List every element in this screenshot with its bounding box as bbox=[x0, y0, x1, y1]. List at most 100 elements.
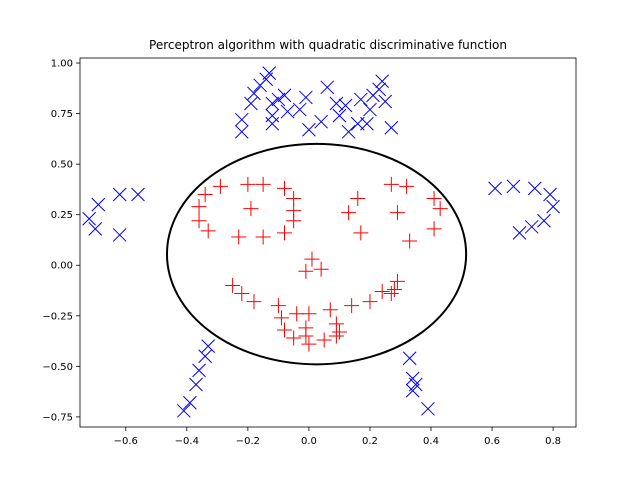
x-tick-label: 0.6 bbox=[484, 436, 500, 447]
data-point-plus-marker bbox=[383, 286, 399, 302]
series-plus-markers bbox=[191, 176, 448, 352]
data-point-plus-marker bbox=[389, 273, 405, 289]
data-point-x-marker bbox=[277, 88, 292, 103]
data-point-x-marker bbox=[234, 124, 249, 139]
data-point-x-marker bbox=[363, 102, 377, 117]
data-point-plus-marker bbox=[362, 294, 378, 310]
data-point-plus-marker bbox=[389, 205, 405, 221]
data-point-plus-marker bbox=[331, 324, 347, 340]
data-point-x-marker bbox=[192, 363, 206, 378]
series-x-markers bbox=[82, 66, 560, 418]
x-tick-label: 0.4 bbox=[423, 436, 439, 447]
data-point-x-marker bbox=[234, 112, 249, 127]
x-tick-label: −0.6 bbox=[114, 436, 138, 447]
data-point-plus-marker bbox=[353, 225, 369, 241]
data-point-x-marker bbox=[408, 377, 423, 392]
data-point-plus-marker bbox=[301, 306, 317, 322]
data-point-plus-marker bbox=[399, 178, 415, 194]
data-point-x-marker bbox=[543, 187, 557, 202]
y-tick-label: 0.50 bbox=[51, 160, 73, 171]
y-tick-label: 0.75 bbox=[51, 109, 73, 120]
data-point-plus-marker bbox=[234, 286, 250, 302]
x-tick-label: 0.8 bbox=[545, 436, 561, 447]
y-tick-label: 1.00 bbox=[51, 59, 73, 70]
data-point-plus-marker bbox=[231, 229, 247, 245]
data-point-x-marker bbox=[112, 228, 127, 242]
data-point-plus-marker bbox=[191, 213, 207, 229]
data-point-x-marker bbox=[524, 219, 539, 234]
data-point-x-marker bbox=[262, 66, 277, 81]
data-point-plus-marker bbox=[426, 191, 442, 207]
data-point-x-marker bbox=[546, 199, 560, 214]
data-point-x-marker bbox=[378, 94, 393, 109]
data-point-plus-marker bbox=[243, 201, 259, 217]
data-point-plus-marker bbox=[298, 328, 314, 344]
data-point-plus-marker bbox=[304, 251, 320, 267]
data-point-x-marker bbox=[527, 181, 542, 196]
data-point-plus-marker bbox=[286, 191, 302, 207]
data-point-plus-marker bbox=[273, 310, 289, 326]
data-point-x-marker bbox=[353, 92, 368, 107]
data-point-plus-marker bbox=[328, 328, 344, 344]
y-axis-ticks: −0.75 −0.50 −0.25 0.00 0.25 0.50 0.75 1.00 bbox=[42, 59, 80, 423]
data-point-x-marker bbox=[402, 351, 417, 366]
data-point-plus-marker bbox=[277, 225, 293, 241]
data-point-plus-marker bbox=[402, 233, 418, 249]
data-point-plus-marker bbox=[350, 191, 366, 207]
data-point-x-marker bbox=[329, 96, 344, 111]
data-point-plus-marker bbox=[197, 186, 213, 202]
data-point-x-marker bbox=[488, 181, 502, 196]
data-point-x-marker bbox=[91, 197, 106, 212]
data-point-x-marker bbox=[176, 403, 191, 418]
data-point-x-marker bbox=[299, 90, 313, 105]
data-point-x-marker bbox=[131, 187, 145, 202]
data-point-plus-marker bbox=[277, 180, 293, 196]
data-point-x-marker bbox=[338, 98, 353, 113]
data-point-plus-marker bbox=[298, 263, 314, 279]
data-points-layer bbox=[82, 66, 560, 418]
data-point-x-marker bbox=[375, 74, 390, 89]
data-point-plus-marker bbox=[374, 284, 390, 300]
data-point-x-marker bbox=[372, 82, 386, 97]
data-point-x-marker bbox=[320, 80, 335, 95]
data-point-x-marker bbox=[244, 96, 258, 111]
data-point-plus-marker bbox=[200, 223, 216, 239]
data-point-plus-marker bbox=[426, 221, 442, 237]
data-point-plus-marker bbox=[246, 294, 262, 310]
data-point-x-marker bbox=[506, 179, 521, 194]
data-point-plus-marker bbox=[301, 336, 317, 352]
data-point-plus-marker bbox=[277, 322, 293, 338]
y-tick-label: −0.75 bbox=[42, 412, 73, 423]
plot-area bbox=[80, 58, 576, 427]
data-point-plus-marker bbox=[386, 282, 402, 298]
data-point-plus-marker bbox=[432, 201, 448, 217]
data-point-plus-marker bbox=[255, 229, 271, 245]
data-point-plus-marker bbox=[225, 277, 241, 293]
data-point-x-marker bbox=[332, 108, 347, 123]
data-point-plus-marker bbox=[344, 298, 360, 314]
data-point-plus-marker bbox=[240, 176, 256, 192]
data-point-x-marker bbox=[183, 395, 197, 410]
data-point-x-marker bbox=[360, 116, 374, 131]
axes-layer bbox=[79, 57, 577, 428]
data-point-plus-marker bbox=[313, 261, 329, 277]
data-point-x-marker bbox=[198, 349, 212, 364]
data-point-x-marker bbox=[302, 122, 316, 137]
y-tick-label: 0.25 bbox=[51, 210, 73, 221]
y-tick-label: −0.25 bbox=[42, 311, 73, 322]
data-point-plus-marker bbox=[255, 176, 271, 192]
x-tick-label: 0.0 bbox=[301, 436, 317, 447]
y-tick-label: −0.50 bbox=[42, 362, 73, 373]
y-tick-label: 0.00 bbox=[51, 261, 73, 272]
data-point-plus-marker bbox=[383, 176, 399, 192]
data-point-x-marker bbox=[189, 377, 203, 392]
data-point-x-marker bbox=[384, 120, 399, 135]
chart-title: Perceptron algorithm with quadratic disc… bbox=[149, 38, 507, 52]
data-point-plus-marker bbox=[270, 298, 286, 314]
data-point-x-marker bbox=[271, 92, 286, 107]
data-point-x-marker bbox=[280, 104, 295, 119]
decision-boundary-layer bbox=[165, 142, 468, 366]
data-point-x-marker bbox=[512, 226, 527, 240]
data-point-x-marker bbox=[201, 339, 216, 353]
